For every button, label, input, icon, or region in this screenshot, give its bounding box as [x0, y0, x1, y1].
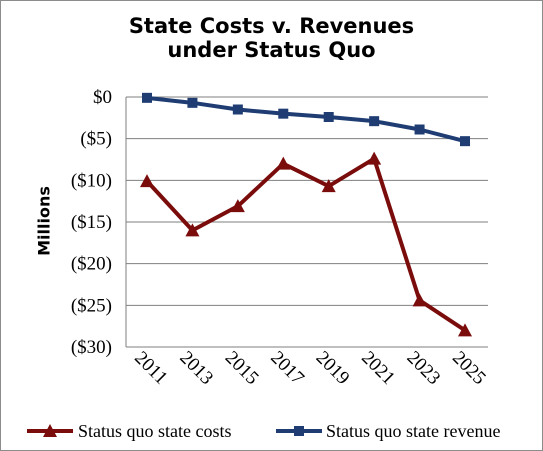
- series-line-1: [145, 156, 467, 333]
- data-point-triangle: [412, 293, 427, 307]
- data-point-triangle: [276, 156, 291, 170]
- data-point-triangle: [230, 199, 245, 213]
- chart-title-line-2: under Status Quo: [167, 38, 376, 62]
- legend-label: Status quo state costs: [78, 421, 232, 441]
- y-tick-label: ($20): [71, 254, 112, 275]
- x-tick-label: 2011: [130, 347, 171, 388]
- data-point-triangle: [321, 179, 336, 193]
- legend-marker-square: [294, 426, 304, 436]
- x-tick-label: 2025: [448, 347, 490, 389]
- data-point-square: [187, 97, 198, 108]
- y-tick-label: ($25): [71, 295, 112, 316]
- y-tick-label: $0: [93, 87, 112, 108]
- x-tick-label: 2013: [175, 347, 217, 389]
- y-tick-label: ($10): [71, 170, 112, 191]
- data-point-square: [278, 108, 289, 119]
- legend-marker-triangle: [43, 424, 57, 437]
- data-point-triangle: [367, 151, 382, 165]
- data-point-triangle: [458, 323, 472, 337]
- x-tick-label: 2019: [312, 347, 354, 389]
- y-tick-label: ($15): [71, 212, 112, 233]
- data-point-square: [323, 112, 334, 122]
- series-line-2: [146, 95, 466, 144]
- data-point-square: [232, 104, 243, 115]
- y-tick-label: ($5): [80, 129, 112, 150]
- chart-title-line-1: State Costs v. Revenues: [128, 14, 415, 38]
- x-tick-label: 2017: [266, 347, 308, 389]
- x-tick-label: 2023: [403, 347, 445, 389]
- data-point-square: [142, 92, 152, 103]
- x-tick-label: 2021: [357, 347, 399, 389]
- data-point-triangle: [185, 223, 200, 237]
- x-tick-label: 2015: [221, 347, 263, 389]
- data-point-square: [460, 136, 470, 147]
- data-point-square: [369, 116, 380, 127]
- data-point-triangle: [140, 174, 154, 188]
- data-point-square: [414, 124, 425, 135]
- legend-label: Status quo state revenue: [326, 421, 500, 441]
- y-tick-label: ($30): [71, 337, 112, 358]
